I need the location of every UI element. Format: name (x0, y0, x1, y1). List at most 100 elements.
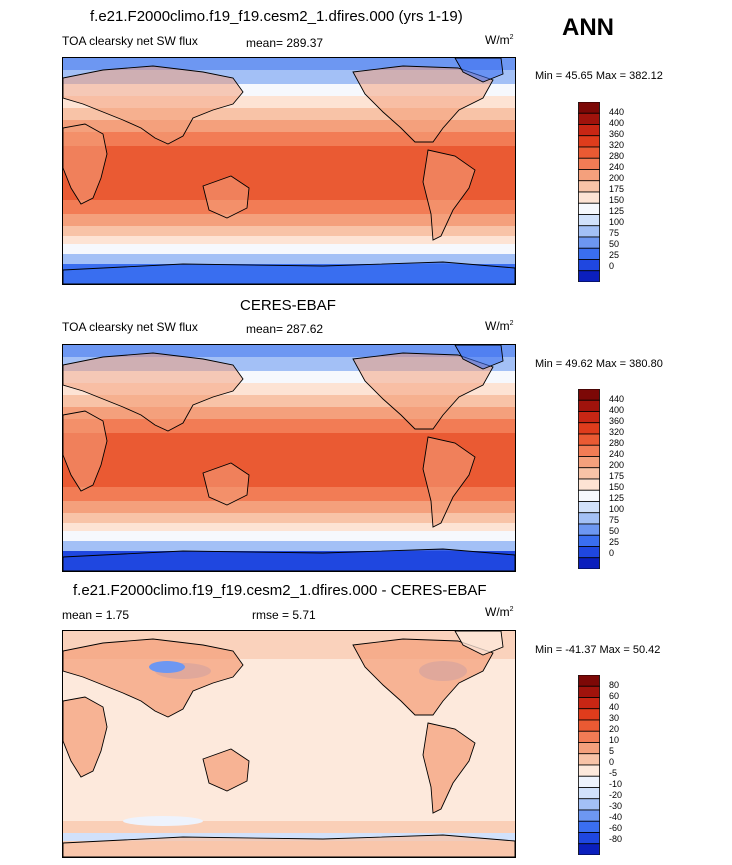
band (63, 501, 515, 513)
colorbar-cell (578, 169, 600, 182)
colorbar-label: 440 (609, 107, 625, 117)
land-australia (202, 462, 250, 506)
colorbar-cell (578, 546, 600, 559)
colorbar-cell (578, 557, 600, 569)
colorbar-cell (578, 157, 600, 170)
colorbar-label: 150 (609, 482, 625, 492)
colorbar-label: 50 (609, 526, 620, 536)
colorbar-label: 280 (609, 438, 625, 448)
colorbar-label: -20 (609, 790, 623, 800)
colorbar-cell (578, 843, 600, 855)
colorbar-label: 360 (609, 416, 625, 426)
panel2-minmax: Min = 49.62 Max = 380.80 (535, 358, 663, 370)
colorbar-label: 25 (609, 537, 620, 547)
colorbar-label: 125 (609, 493, 625, 503)
colorbar-cell (578, 512, 600, 525)
difference-map-svg (63, 631, 515, 857)
colorbar-label: 400 (609, 118, 625, 128)
panel3-colorbar-labels: 80 60 40 30 20 10 5 0 -5 -10 -20 -30 -40… (609, 675, 649, 855)
band (63, 214, 515, 226)
colorbar-label: 0 (609, 261, 615, 271)
colorbar-label: 440 (609, 394, 625, 404)
panel2-mean: mean= 287.62 (246, 322, 324, 336)
obs-map-svg (63, 345, 515, 571)
season-label: ANN (562, 14, 614, 41)
land-antarctica (63, 834, 515, 857)
panel1-colorbar-svg (578, 102, 600, 282)
colorbar-cell (578, 214, 600, 227)
panel3-title: f.e21.F2000climo.f19_f19.cesm2_1.dfires.… (73, 582, 487, 599)
panel2-colorbar-labels: 440 400 360 320 280 240 200 175 150 125 … (609, 389, 649, 569)
colorbar-label: 60 (609, 691, 620, 701)
colorbar-label: -5 (609, 768, 618, 778)
anomaly-patch (149, 661, 185, 673)
colorbar-label: 400 (609, 405, 625, 415)
colorbar-label: 175 (609, 471, 625, 481)
obs-map (62, 344, 516, 572)
colorbar-cell (578, 259, 600, 272)
band (63, 531, 515, 541)
colorbar-label: 280 (609, 151, 625, 161)
land-south-america (422, 436, 476, 528)
panel1-title: f.e21.F2000climo.f19_f19.cesm2_1.dfires.… (90, 8, 463, 25)
colorbar-label: 240 (609, 162, 625, 172)
panel2-colorbar (578, 389, 600, 569)
colorbar-label: 360 (609, 129, 625, 139)
land-north-america (352, 65, 494, 143)
land-antarctica (63, 261, 515, 284)
panel3-units: W/m2 (485, 605, 514, 619)
colorbar-label: 40 (609, 702, 620, 712)
colorbar-cell (578, 832, 600, 845)
panel1-colorbar-labels: 440 400 360 320 280 240 200 175 150 125 … (609, 102, 649, 282)
colorbar-label: 100 (609, 504, 625, 514)
panel3-mean: mean = 1.75 (62, 608, 130, 622)
colorbar-cell (578, 411, 600, 424)
land-eurasia (63, 638, 244, 718)
colorbar-label: -40 (609, 812, 623, 822)
panel2-title: CERES-EBAF (240, 297, 336, 314)
colorbar-label: 175 (609, 184, 625, 194)
colorbar-cell (578, 191, 600, 204)
colorbar-cell (578, 247, 600, 260)
panel3-colorbar (578, 675, 600, 855)
band (63, 487, 515, 501)
colorbar-label: 30 (609, 713, 620, 723)
panel1-variable: TOA clearsky net SW flux (62, 34, 198, 48)
colorbar-label: 0 (609, 548, 615, 558)
land-antarctica (63, 548, 515, 571)
colorbar-cell (578, 202, 600, 215)
colorbar-cell (578, 389, 600, 401)
colorbar-label: 75 (609, 515, 620, 525)
land-australia (202, 175, 250, 219)
land-africa (63, 696, 108, 778)
colorbar-label: 320 (609, 140, 625, 150)
colorbar-cell (578, 501, 600, 514)
land-north-america (352, 352, 494, 430)
colorbar-label: 320 (609, 427, 625, 437)
band (63, 200, 515, 214)
colorbar-label: -60 (609, 823, 623, 833)
land-greenland (454, 345, 504, 370)
colorbar-cell (578, 753, 600, 766)
band (63, 419, 515, 433)
land-greenland (454, 58, 504, 83)
colorbar-cell (578, 180, 600, 193)
model-map (62, 57, 516, 285)
band (63, 541, 515, 551)
colorbar-cell (578, 708, 600, 721)
panel3-colorbar-svg (578, 675, 600, 855)
colorbar-cell (578, 764, 600, 777)
panel2-variable: TOA clearsky net SW flux (62, 320, 198, 334)
band (63, 236, 515, 244)
land-south-america (422, 722, 476, 814)
colorbar-cell (578, 730, 600, 743)
colorbar-cell (578, 433, 600, 446)
colorbar-cell (578, 697, 600, 710)
colorbar-cell (578, 820, 600, 833)
colorbar-label: 75 (609, 228, 620, 238)
colorbar-cell (578, 534, 600, 547)
colorbar-cell (578, 422, 600, 435)
land-south-america (422, 149, 476, 241)
colorbar-cell (578, 675, 600, 687)
colorbar-label: 0 (609, 757, 615, 767)
